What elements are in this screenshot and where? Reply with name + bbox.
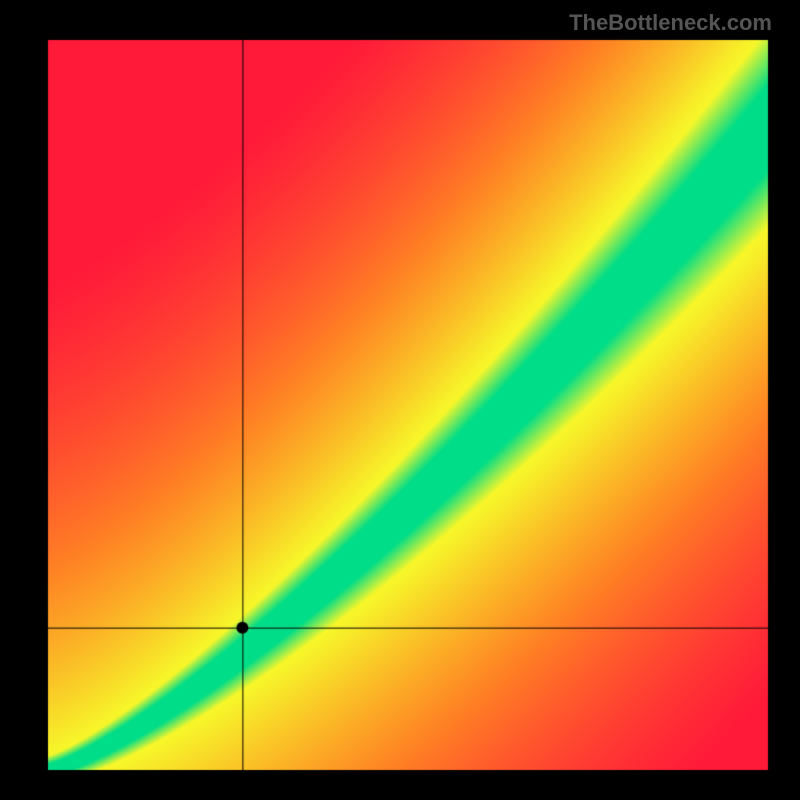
heatmap-canvas: [0, 0, 800, 800]
watermark-label: TheBottleneck.com: [569, 10, 772, 36]
